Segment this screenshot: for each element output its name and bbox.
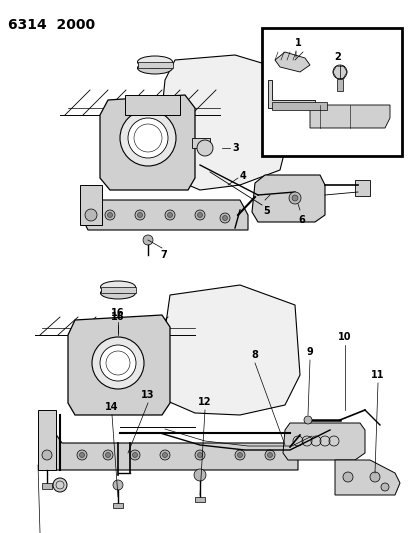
- Text: 5: 5: [264, 206, 271, 216]
- Circle shape: [103, 450, 113, 460]
- Polygon shape: [160, 55, 290, 190]
- Circle shape: [160, 450, 170, 460]
- Circle shape: [343, 472, 353, 482]
- Polygon shape: [268, 80, 315, 108]
- Circle shape: [237, 453, 242, 457]
- Circle shape: [235, 450, 245, 460]
- Circle shape: [268, 453, 273, 457]
- Polygon shape: [68, 315, 170, 415]
- Circle shape: [195, 210, 205, 220]
- Text: 11: 11: [371, 370, 385, 380]
- Bar: [272, 102, 327, 110]
- Text: 16: 16: [111, 312, 125, 322]
- Circle shape: [143, 235, 153, 245]
- Bar: [337, 79, 343, 91]
- Bar: [138, 62, 173, 68]
- Bar: [113, 503, 123, 508]
- Text: 12: 12: [198, 397, 212, 407]
- Text: 4: 4: [240, 171, 247, 181]
- Circle shape: [53, 478, 67, 492]
- Circle shape: [370, 472, 380, 482]
- Polygon shape: [252, 175, 325, 222]
- Polygon shape: [82, 188, 248, 230]
- Circle shape: [107, 213, 113, 217]
- Polygon shape: [160, 285, 300, 415]
- Text: 6314  2000: 6314 2000: [8, 18, 95, 32]
- Text: 2: 2: [335, 52, 341, 62]
- Circle shape: [168, 213, 173, 217]
- Circle shape: [42, 450, 52, 460]
- Polygon shape: [310, 105, 390, 128]
- Bar: [195, 497, 205, 502]
- Bar: [80, 185, 102, 225]
- Circle shape: [194, 469, 206, 481]
- Text: 7: 7: [161, 250, 167, 260]
- Circle shape: [197, 140, 213, 156]
- Circle shape: [197, 213, 202, 217]
- Text: 8: 8: [252, 350, 258, 360]
- Circle shape: [197, 453, 202, 457]
- Circle shape: [85, 209, 97, 221]
- Circle shape: [333, 65, 347, 79]
- Ellipse shape: [137, 62, 173, 74]
- Polygon shape: [100, 95, 195, 190]
- Text: 6: 6: [299, 215, 305, 225]
- Circle shape: [105, 210, 115, 220]
- Circle shape: [304, 416, 312, 424]
- Bar: [101, 287, 136, 293]
- Polygon shape: [48, 413, 298, 470]
- Bar: [192, 138, 210, 148]
- Circle shape: [113, 480, 123, 490]
- Bar: [42, 483, 52, 489]
- Text: 3: 3: [232, 143, 239, 153]
- Text: 13: 13: [141, 390, 155, 400]
- Polygon shape: [335, 460, 400, 495]
- Circle shape: [220, 213, 230, 223]
- Circle shape: [265, 450, 275, 460]
- Circle shape: [381, 483, 389, 491]
- Text: 9: 9: [307, 347, 313, 357]
- Bar: [355, 180, 370, 196]
- Circle shape: [106, 453, 111, 457]
- Ellipse shape: [100, 287, 135, 299]
- Circle shape: [195, 450, 205, 460]
- Circle shape: [100, 345, 136, 381]
- Circle shape: [77, 450, 87, 460]
- Text: 1: 1: [295, 38, 302, 48]
- Circle shape: [92, 337, 144, 389]
- Ellipse shape: [100, 281, 135, 293]
- Polygon shape: [275, 52, 310, 72]
- Circle shape: [292, 195, 298, 201]
- Bar: [125, 95, 180, 115]
- Circle shape: [165, 210, 175, 220]
- Circle shape: [137, 213, 142, 217]
- Text: 14: 14: [105, 402, 119, 412]
- Ellipse shape: [137, 56, 173, 68]
- Circle shape: [130, 450, 140, 460]
- Circle shape: [120, 110, 176, 166]
- Circle shape: [133, 453, 137, 457]
- Text: 10: 10: [338, 332, 352, 342]
- Polygon shape: [283, 423, 365, 460]
- Circle shape: [128, 118, 168, 158]
- Circle shape: [162, 453, 168, 457]
- Bar: [38, 410, 56, 470]
- Circle shape: [135, 210, 145, 220]
- Circle shape: [80, 453, 84, 457]
- Circle shape: [222, 215, 228, 221]
- Circle shape: [289, 192, 301, 204]
- Bar: [262, 28, 402, 156]
- Text: 16: 16: [111, 308, 125, 318]
